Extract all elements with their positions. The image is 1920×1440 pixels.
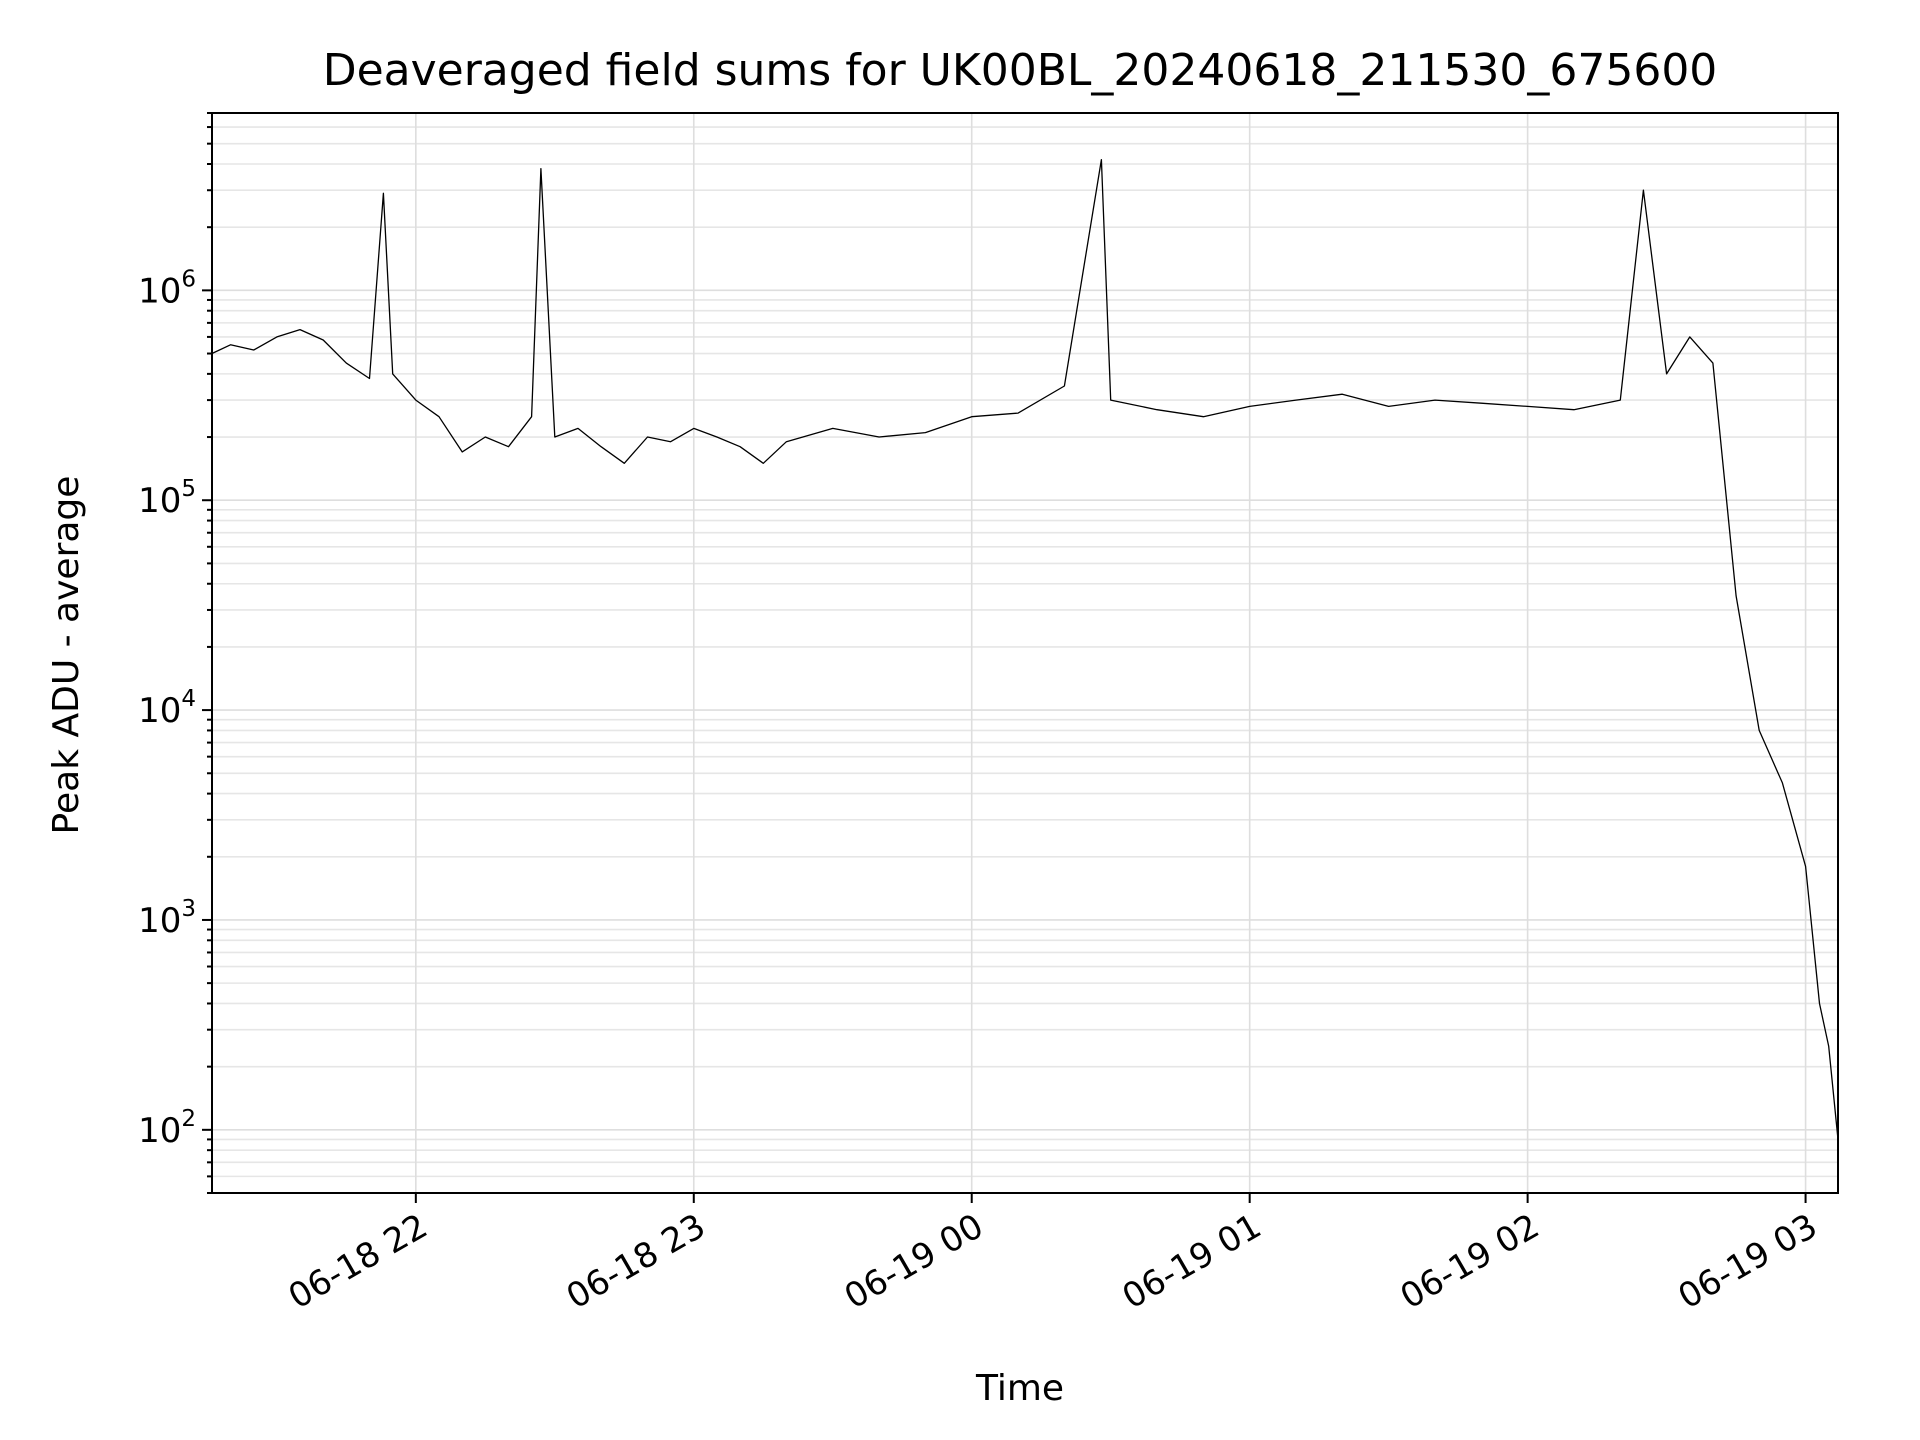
axes-frame <box>211 112 1839 1194</box>
series-layer <box>211 158 1839 1140</box>
y-tick-label: 102 <box>138 1106 196 1151</box>
x-axis-label: Time <box>975 1368 1064 1409</box>
y-tick-label: 106 <box>138 266 196 311</box>
y-tick-label: 103 <box>138 896 196 941</box>
y-tick-label: 105 <box>138 476 196 521</box>
chart-title: Deaveraged field sums for UK00BL_2024061… <box>323 45 1718 96</box>
y-axis-label: Peak ADU - average <box>46 476 87 835</box>
series-line <box>211 158 1839 1140</box>
grid <box>212 112 1838 1194</box>
y-tick-label: 104 <box>138 686 196 731</box>
